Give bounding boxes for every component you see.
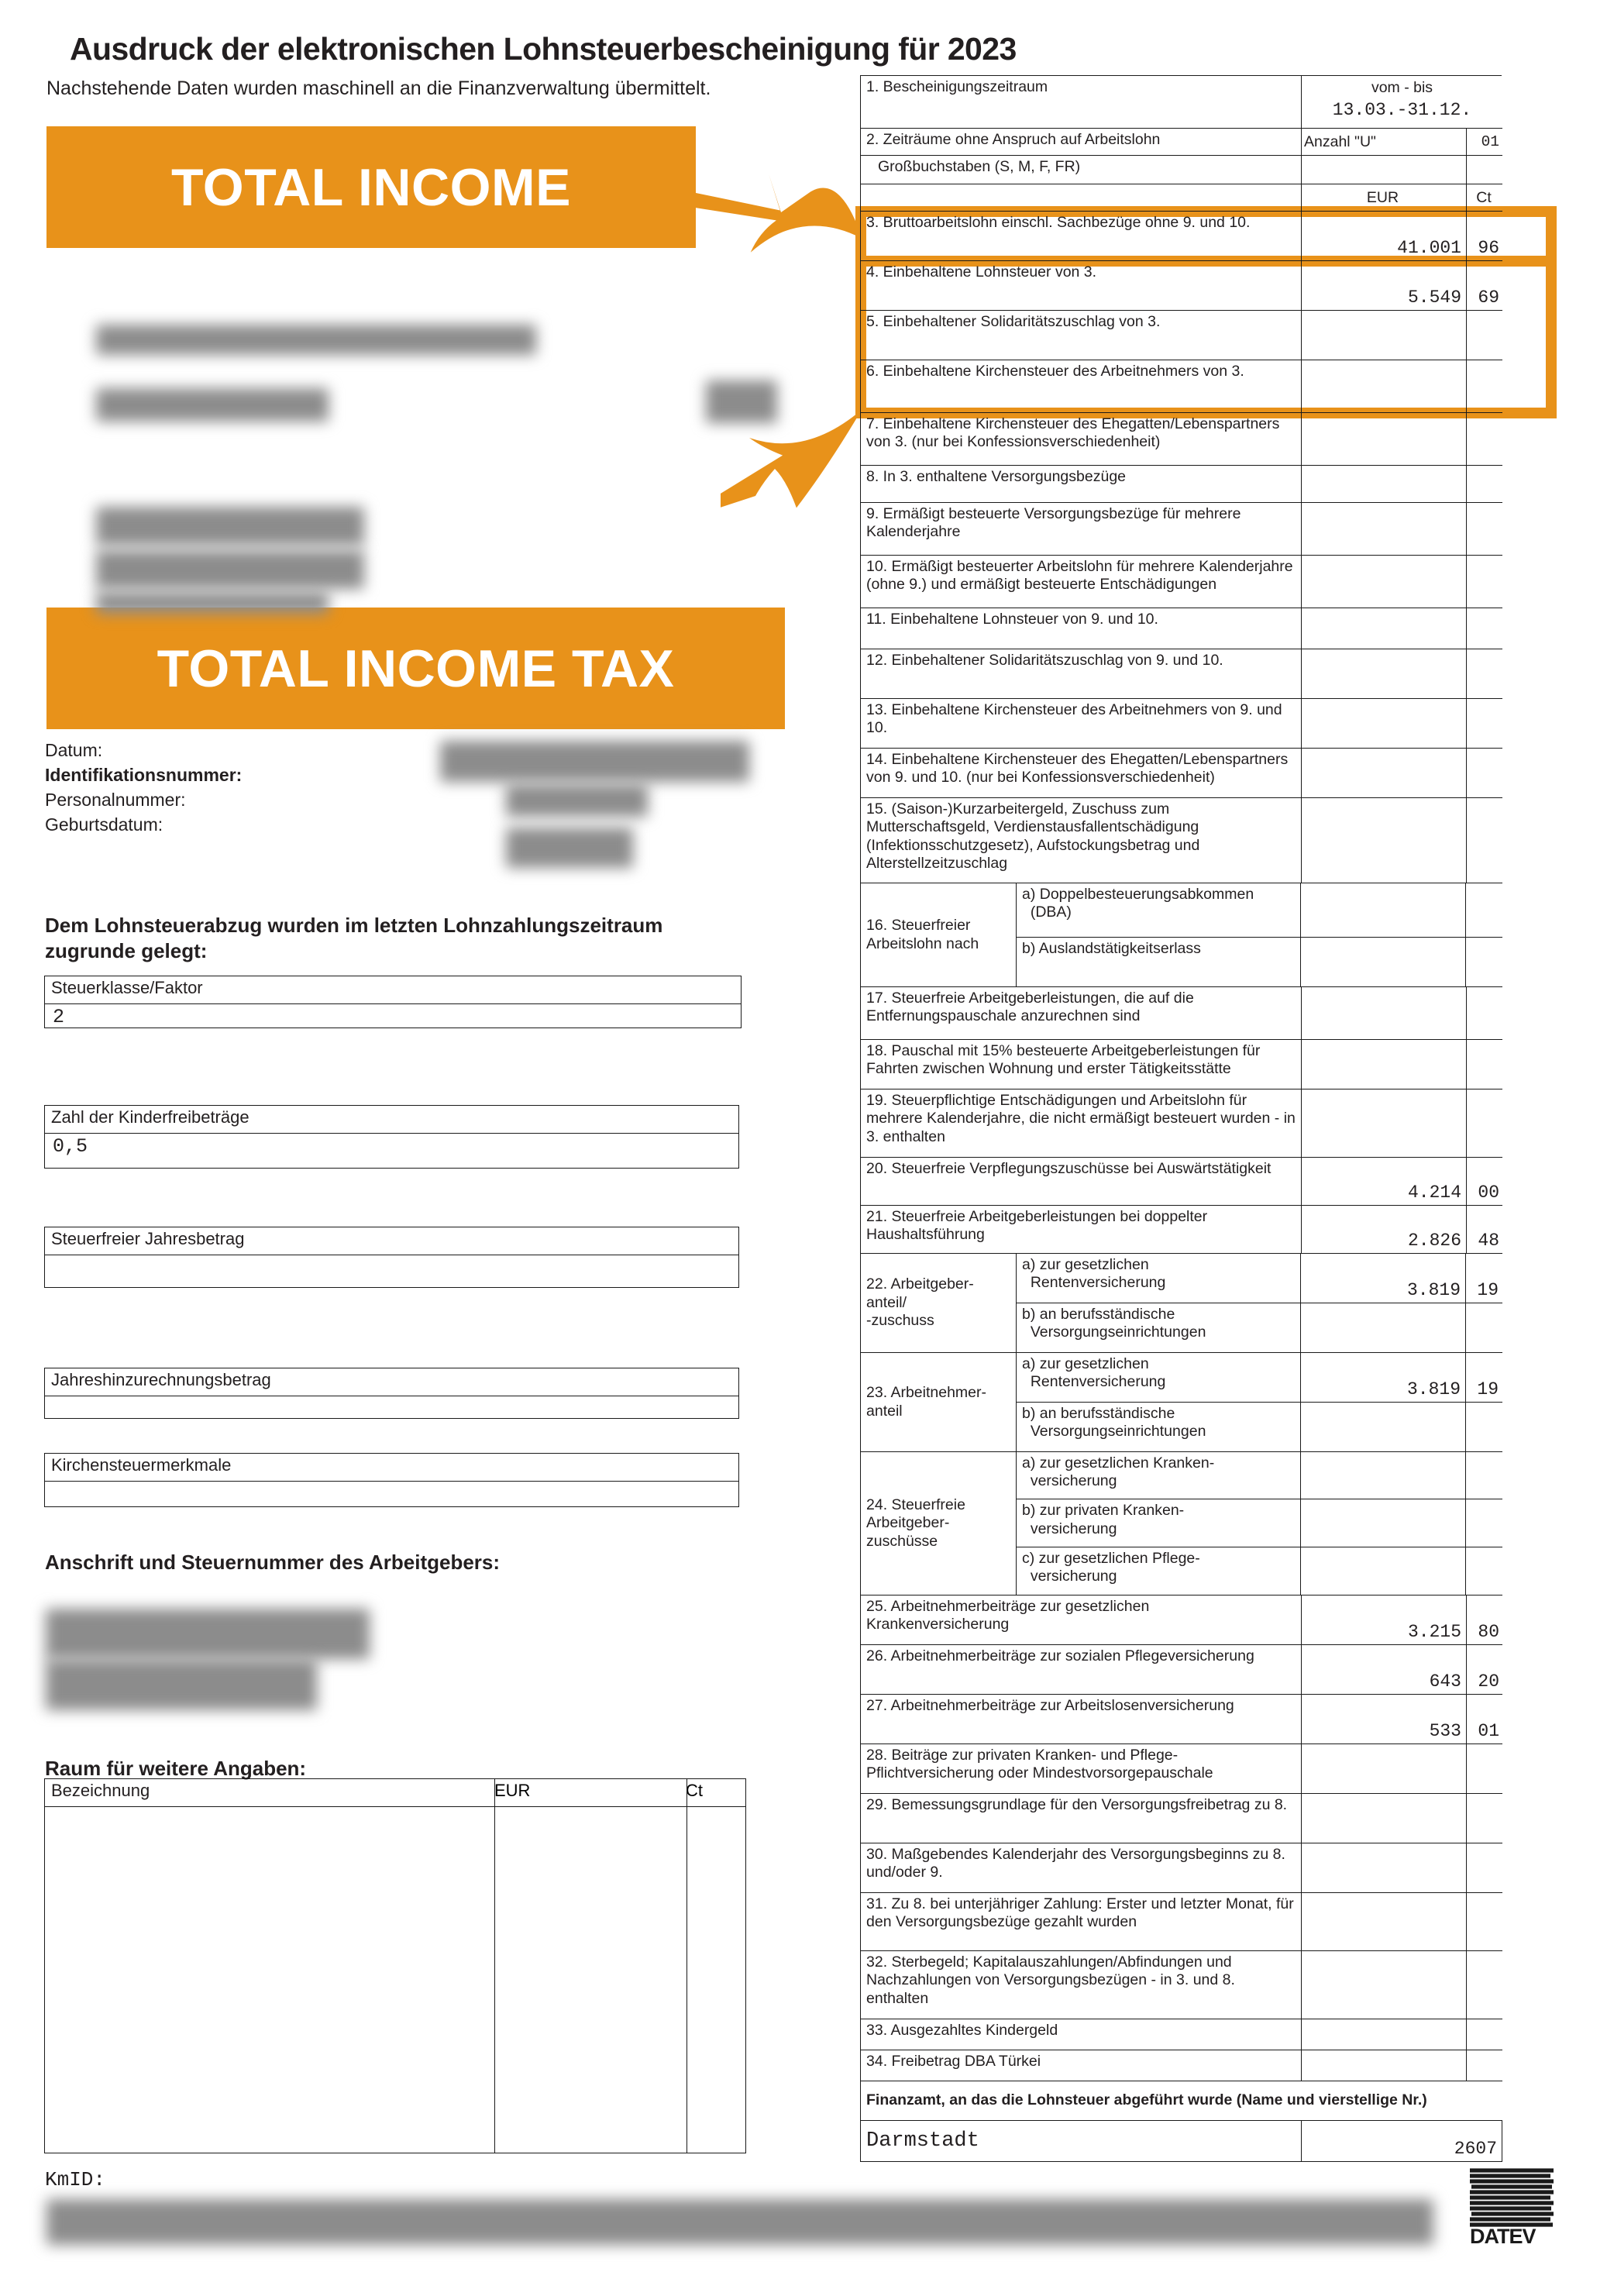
svg-text:DATEV: DATEV (1470, 2225, 1536, 2246)
